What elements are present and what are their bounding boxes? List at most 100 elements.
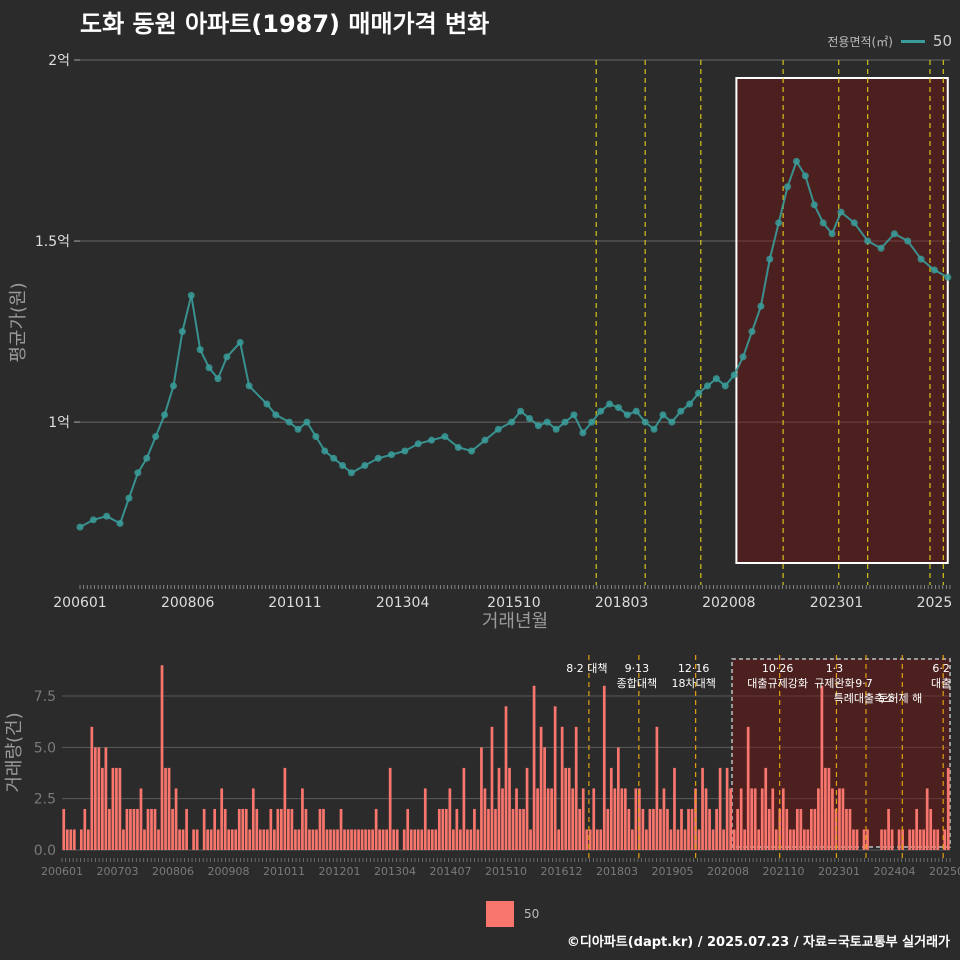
volume-bar [143, 829, 146, 850]
volume-bar [97, 747, 101, 850]
volume-bar [374, 808, 378, 850]
volume-bar [392, 829, 396, 850]
price-point [819, 219, 827, 227]
y-tick-label: 1억 [48, 415, 70, 431]
volume-bar [806, 829, 810, 850]
volume-bar [525, 767, 529, 850]
volume-bar [929, 808, 933, 850]
volume-bar [308, 829, 311, 850]
x-tick-label: 201612 [541, 865, 583, 878]
volume-bar [932, 829, 936, 850]
volume-bar [473, 808, 476, 850]
volume-bar [609, 767, 613, 850]
volume-bar [690, 808, 694, 850]
volume-bar [704, 788, 708, 850]
policy-annotation: 10·26 [762, 662, 794, 675]
volume-bar [448, 788, 452, 850]
price-point [401, 447, 409, 455]
volume-bar [406, 808, 410, 850]
price-point [263, 400, 271, 408]
volume-bar [280, 808, 283, 850]
volume-bar [79, 829, 83, 850]
volume-bar [181, 829, 185, 850]
volume-bar [360, 829, 364, 850]
x-tick-label: 201011 [263, 865, 305, 878]
volume-bar [536, 788, 539, 850]
volume-bar [364, 829, 367, 850]
volume-bar [237, 808, 241, 850]
price-point [76, 523, 84, 531]
volume-bar [764, 767, 768, 850]
volume-bar [915, 808, 919, 850]
volume-bar [606, 808, 610, 850]
volume-bar [86, 829, 90, 850]
y-tick-label: 2억 [48, 53, 70, 69]
volume-bar [171, 808, 174, 850]
price-point [864, 237, 872, 245]
price-point [187, 291, 195, 299]
volume-bar [890, 829, 894, 850]
legend-title: 전용면적(㎡) [827, 34, 893, 49]
price-point [784, 183, 792, 191]
price-point [441, 433, 449, 441]
volume-bar [588, 829, 592, 850]
volume-bar [669, 829, 673, 850]
volume-bar [659, 808, 662, 850]
legend-top: 전용면적(㎡) 50 [827, 32, 952, 50]
credit-text: ©디아파트(dapt.kr) / 2025.07.23 / 자료=국토교통부 실… [566, 935, 950, 950]
volume-bar [887, 808, 890, 850]
volume-bar [711, 829, 715, 850]
volume-bar [946, 767, 950, 850]
price-point [152, 433, 160, 441]
price-point [428, 436, 436, 444]
volume-bar [515, 788, 518, 850]
volume-bar [631, 829, 634, 850]
volume-bar [567, 767, 571, 850]
volume-bar [592, 788, 596, 850]
volume-bar [167, 767, 171, 850]
volume-bar [560, 726, 564, 850]
volume-bar [248, 829, 252, 850]
volume-bar [613, 788, 617, 850]
y-tick-label: 7.5 [34, 689, 56, 705]
volume-bar [213, 808, 217, 850]
volume-bar [287, 808, 290, 850]
volume-bar [708, 808, 711, 850]
price-point [810, 201, 818, 209]
volume-bar [676, 829, 680, 850]
volume-bar [827, 767, 831, 850]
price-point [837, 208, 845, 216]
volume-bar [616, 747, 620, 850]
price-point [134, 469, 142, 477]
volume-bar [153, 808, 157, 850]
price-point [748, 328, 756, 336]
x-tick-label: 202008 [702, 595, 755, 611]
price-point [321, 447, 329, 455]
price-chart: 1억 1.5억 2억 200601 200806 201011 201304 201510 20… [8, 53, 952, 632]
policy-annotation: 규제완화 [814, 677, 854, 690]
price-point [695, 389, 703, 397]
volume-bar [195, 829, 199, 850]
volume-bar [760, 788, 764, 850]
volume-bar [202, 808, 206, 850]
y-tick-label: 1.5억 [35, 234, 70, 250]
policy-annotation: 6·2 [932, 662, 950, 675]
volume-bar [322, 808, 325, 850]
price-point [414, 440, 422, 448]
volume-bar [69, 829, 73, 850]
volume-bar [381, 829, 385, 850]
volume-bar [444, 808, 448, 850]
volume-bar [276, 808, 280, 850]
volume-bar [258, 829, 262, 850]
volume-bar [599, 829, 603, 850]
volume-bar [550, 788, 553, 850]
volume-bar [346, 829, 350, 850]
price-point [632, 407, 640, 415]
x-tick-label: 201201 [319, 865, 361, 878]
volume-bar [174, 788, 178, 850]
price-point [766, 255, 774, 263]
price-point [597, 407, 605, 415]
volume-bar [451, 829, 455, 850]
price-point [388, 451, 396, 459]
volume-bar [841, 788, 845, 850]
